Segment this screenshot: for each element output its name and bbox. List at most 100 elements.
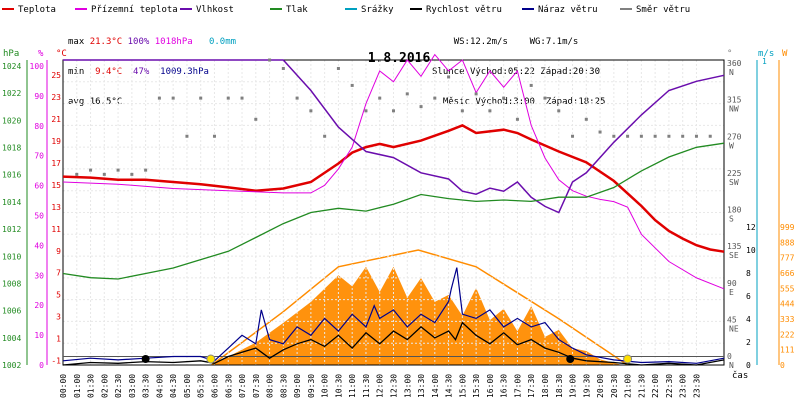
direction-tick-compass: S bbox=[729, 215, 734, 224]
time-tick-label: 06:30 bbox=[224, 374, 233, 398]
time-tick-label: 21:30 bbox=[637, 374, 646, 398]
wind-direction-point bbox=[240, 96, 244, 100]
sunset-marker bbox=[623, 354, 633, 364]
time-tick-label: 00:00 bbox=[59, 374, 68, 398]
wind-tick-label: 0 bbox=[746, 361, 751, 370]
wind-direction-point bbox=[89, 168, 93, 172]
time-tick-label: 17:30 bbox=[527, 374, 536, 398]
series-line bbox=[63, 59, 725, 214]
time-tick-label: 18:00 bbox=[541, 374, 550, 398]
direction-tick-label: 135 bbox=[727, 242, 742, 251]
temp-tick-label: 11 bbox=[51, 225, 61, 234]
percent-tick-label: 50 bbox=[34, 212, 44, 221]
pressure-tick-label: 1020 bbox=[2, 116, 21, 125]
time-tick-label: 07:00 bbox=[238, 374, 247, 398]
pressure-tick-label: 1012 bbox=[2, 225, 21, 234]
direction-tick-label: 315 bbox=[727, 96, 742, 105]
sunset-time: Západ:20:30 bbox=[540, 67, 600, 77]
direction-tick-label: 225 bbox=[727, 169, 742, 178]
wind-direction-point bbox=[667, 134, 671, 138]
wind-direction-point bbox=[694, 134, 698, 138]
time-tick-label: 16:30 bbox=[500, 374, 509, 398]
wind-direction-point bbox=[653, 134, 657, 138]
pressure-tick-label: 1024 bbox=[2, 62, 21, 71]
moonrise-marker bbox=[141, 355, 150, 363]
pressure-tick-label: 1008 bbox=[2, 279, 21, 288]
time-tick-label: 03:00 bbox=[128, 374, 137, 398]
temp-tick-label: 23 bbox=[51, 93, 61, 102]
time-tick-label: 23:30 bbox=[692, 374, 701, 398]
time-tick-label: 11:30 bbox=[362, 374, 371, 398]
wind-direction-point bbox=[157, 96, 161, 100]
time-tick-label: 16:00 bbox=[486, 374, 495, 398]
legend-svg: Teplota Přízemní teplota Vlhkost Tlak Srážky… bbox=[2, 5, 690, 15]
time-tick-label: 19:00 bbox=[569, 374, 578, 398]
max-temp: 21.3°C bbox=[89, 37, 123, 47]
time-tick-label: 10:30 bbox=[334, 374, 343, 398]
pressure-tick-label: 1004 bbox=[2, 334, 21, 343]
temp-tick-label: 15 bbox=[51, 181, 61, 190]
stats-block: max 21.3°C 100% 1018hPa 0.0mm min 9.4°C … bbox=[68, 17, 236, 127]
unit-direction: ° bbox=[727, 49, 732, 59]
legend-item: Teplota bbox=[18, 5, 56, 15]
unit-temp: °C bbox=[56, 49, 67, 59]
wind-direction-point bbox=[254, 117, 258, 121]
wind-direction-point bbox=[708, 134, 712, 138]
time-tick-label: 20:30 bbox=[610, 374, 619, 398]
wind-direction-point bbox=[502, 96, 506, 100]
solar-tick-label: 0 bbox=[780, 361, 785, 370]
time-tick-label: 22:00 bbox=[651, 374, 660, 398]
wind-direction-point bbox=[529, 83, 533, 87]
unit-solar: W bbox=[782, 49, 788, 59]
time-tick-label: 01:00 bbox=[73, 374, 82, 398]
wind-direction-point bbox=[639, 134, 643, 138]
sunrise-marker bbox=[206, 354, 216, 364]
pressure-tick-label: 1010 bbox=[2, 252, 21, 261]
solar-tick-label: 333 bbox=[780, 315, 795, 324]
unit-hpa: hPa bbox=[3, 49, 19, 59]
time-tick-label: 18:30 bbox=[555, 374, 564, 398]
percent-tick-label: 90 bbox=[34, 92, 44, 101]
time-tick-label: 02:00 bbox=[100, 374, 109, 398]
wind-direction-point bbox=[598, 130, 602, 134]
temp-tick-label: 3 bbox=[56, 313, 61, 322]
solar-tick-label: 555 bbox=[780, 284, 795, 293]
wind-direction-point bbox=[626, 134, 630, 138]
wind-direction-point bbox=[350, 83, 354, 87]
moonset-time: Západ:18:25 bbox=[545, 97, 606, 107]
time-tick-label: 20:00 bbox=[596, 374, 605, 398]
max-humidity: 100% bbox=[127, 37, 150, 47]
wind-gust-max: WG:7.1m/s bbox=[529, 37, 579, 47]
wind-direction-point bbox=[364, 109, 368, 113]
solar-tick-label: 111 bbox=[780, 346, 795, 355]
min-temp: 9.4°C bbox=[95, 67, 123, 77]
temp-tick-label: 21 bbox=[51, 115, 61, 124]
solar-tick-label: 777 bbox=[780, 254, 795, 263]
percent-tick-label: 60 bbox=[34, 182, 44, 191]
direction-tick-label: 90 bbox=[727, 279, 737, 288]
wind-direction-point bbox=[543, 96, 547, 100]
time-tick-label: 05:30 bbox=[197, 374, 206, 398]
wind-speed-max: WS:12.2m/s bbox=[453, 37, 508, 47]
min-humidity: 47% bbox=[133, 67, 150, 77]
time-tick-label: 06:00 bbox=[210, 374, 219, 398]
pressure-tick-label: 1016 bbox=[2, 171, 21, 180]
avg-label: avg bbox=[68, 97, 85, 107]
moonrise-time: Východ:3:00 bbox=[475, 97, 535, 107]
temp-tick-label: 19 bbox=[51, 137, 61, 146]
wind-tick-label: 4 bbox=[746, 315, 751, 324]
direction-tick-label: 360 bbox=[727, 59, 742, 68]
wind-direction-point bbox=[295, 96, 299, 100]
wind-direction-point bbox=[116, 168, 120, 172]
legend-item: Rychlost větru bbox=[426, 5, 502, 15]
temp-tick-label: -1 bbox=[51, 357, 61, 366]
solar-tick-label: 999 bbox=[780, 223, 795, 232]
wind-direction-point bbox=[515, 117, 519, 121]
wind-direction-point bbox=[336, 66, 340, 70]
wind-direction-point bbox=[281, 66, 285, 70]
solar-tick-label: 444 bbox=[780, 300, 795, 309]
wind-direction-point bbox=[557, 109, 561, 113]
solar-tick-label: 222 bbox=[780, 330, 795, 339]
